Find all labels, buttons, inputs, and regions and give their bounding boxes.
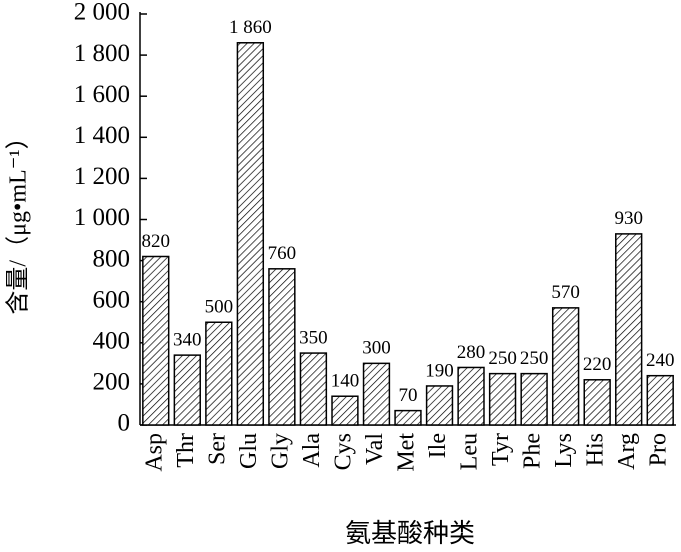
y-tick-label: 2 000 <box>74 0 130 26</box>
bar <box>520 372 548 426</box>
bar <box>236 42 265 426</box>
bar <box>615 233 643 426</box>
y-tick-label: 800 <box>93 245 131 272</box>
bar <box>583 379 611 426</box>
value-label: 250 <box>520 348 549 369</box>
value-label: 820 <box>142 231 171 252</box>
bar <box>299 352 328 426</box>
bar <box>268 268 296 426</box>
x-tick-label: Ala <box>299 433 325 468</box>
y-tick-label: 0 <box>118 410 131 437</box>
value-label: 220 <box>583 354 612 375</box>
y-tick-label: 200 <box>93 369 131 396</box>
value-label: 140 <box>331 371 360 392</box>
bar <box>331 395 359 426</box>
value-label: 930 <box>614 208 643 229</box>
bar <box>425 385 454 426</box>
x-tick-label: His <box>583 433 609 466</box>
x-tick-label: Ile <box>425 433 451 458</box>
y-tick-label: 1 800 <box>74 40 130 67</box>
y-tick-label: 1 200 <box>74 163 130 190</box>
bar <box>362 362 391 426</box>
x-tick-label: Lys <box>551 433 577 468</box>
x-tick-label: Pro <box>646 433 672 466</box>
bar <box>394 409 422 426</box>
value-label: 250 <box>488 348 517 369</box>
y-tick-label: 1 600 <box>74 81 130 108</box>
x-tick-label: Phe <box>520 433 546 469</box>
bar <box>551 307 580 426</box>
x-tick-label: Met <box>394 433 420 472</box>
value-label: 760 <box>268 243 297 264</box>
bar <box>173 354 201 426</box>
y-tick-label: 600 <box>93 286 131 313</box>
value-label: 300 <box>362 338 391 359</box>
x-tick-label: Glu <box>236 433 262 469</box>
x-tick-label: Leu <box>457 433 483 470</box>
value-label: 350 <box>299 327 328 348</box>
x-axis-label: 氨基酸种类 <box>345 519 475 548</box>
x-tick-label: Tyr <box>488 433 514 466</box>
y-tick-label: 1 400 <box>74 122 130 149</box>
bar <box>205 321 233 426</box>
value-label: 240 <box>646 350 675 371</box>
x-tick-label: Ser <box>204 433 230 465</box>
x-tick-label: Thr <box>173 433 199 468</box>
value-label: 280 <box>457 342 486 363</box>
y-tick-label: 1 000 <box>74 204 130 231</box>
y-tick-label: 400 <box>93 328 131 355</box>
value-label: 70 <box>399 385 418 406</box>
value-label: 1 860 <box>229 17 272 38</box>
x-tick-label: Asp <box>141 433 167 472</box>
x-tick-label: Val <box>362 433 388 465</box>
value-label: 500 <box>205 297 234 318</box>
value-label: 340 <box>173 329 202 350</box>
bar <box>488 372 517 426</box>
x-tick-label: Gly <box>267 433 293 469</box>
x-tick-label: Arg <box>614 433 640 470</box>
bar <box>646 374 674 426</box>
bar <box>457 366 485 426</box>
bar <box>142 255 170 426</box>
value-label: 570 <box>551 282 580 303</box>
x-tick-label: Cys <box>330 433 356 470</box>
value-label: 190 <box>425 360 454 381</box>
y-axis-label: 含量/（μg•mL⁻¹） <box>5 125 32 314</box>
